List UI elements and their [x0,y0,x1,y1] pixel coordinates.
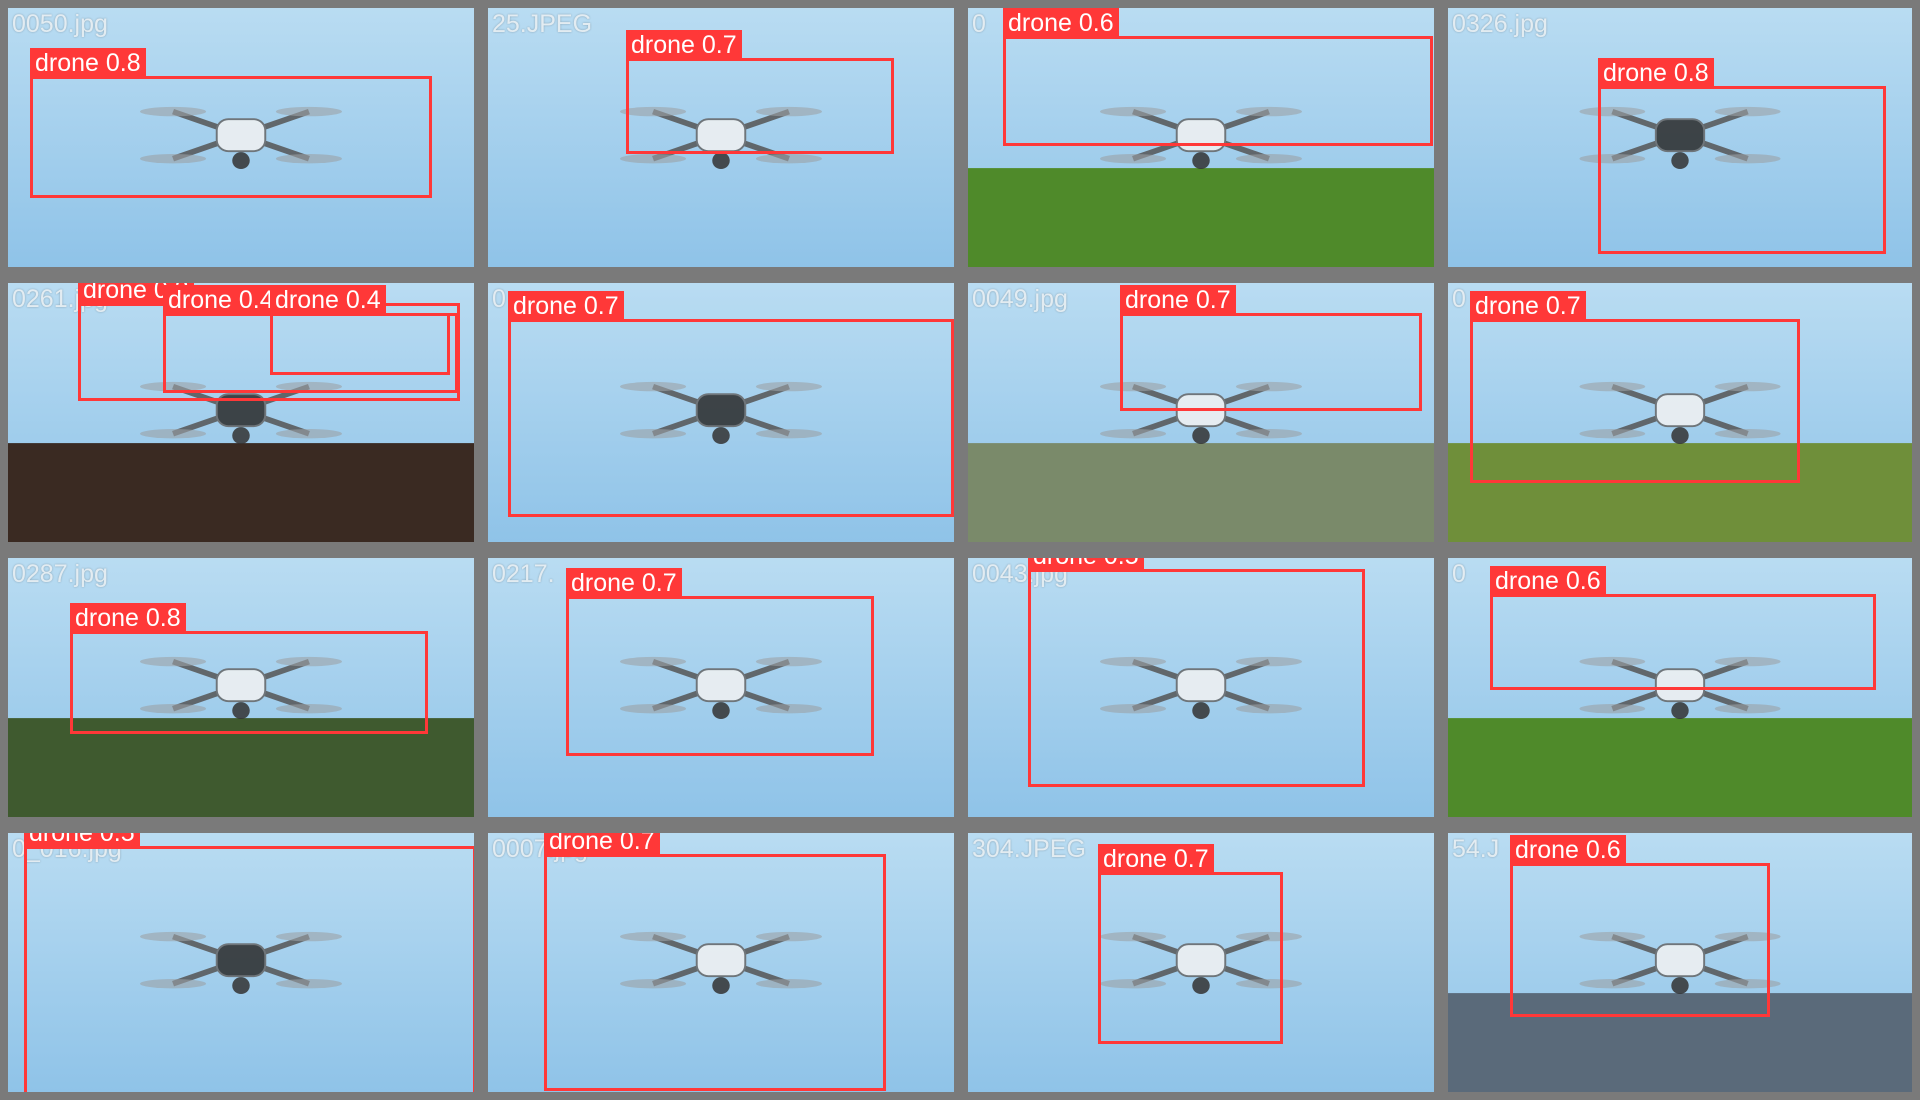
detection-box: drone 0.7 [1098,844,1283,1044]
image-tile[interactable]: 0217. drone 0.7 [480,550,962,825]
filename-label: 25.JPEG [492,10,593,38]
drone-photo [1448,283,1912,542]
image-tile[interactable]: 0050.jpg drone 0.8 [0,0,482,275]
image-tile[interactable]: 0 drone 0.6 [960,0,1442,275]
detection-box: drone 0.7 [566,568,874,756]
drone-photo [968,8,1434,267]
detection-label: drone 0.8 [1598,58,1714,88]
detection-label: drone 0.6 [1510,835,1626,865]
drone-photo [968,283,1434,542]
detection-box: drone 0.6 [1510,835,1770,1017]
image-tile[interactable]: 0 drone 0.7 [480,275,962,550]
image-tile[interactable]: 54.J drone 0.6 [1440,825,1920,1100]
image-tile[interactable]: 0287.jpg drone 0.8 [0,550,482,825]
drone-photo [1448,8,1912,267]
detection-label: drone 0.4 [163,285,279,315]
drone-photo [488,283,954,542]
image-tile[interactable]: 0049.jpg drone 0.7 [960,275,1442,550]
drone-photo [8,833,474,1092]
detection-box: drone 0.8 [30,48,432,198]
detection-box: drone 0.7 [1470,291,1800,483]
filename-label: 0326.jpg [1452,10,1548,38]
filename-label: 0049.jpg [972,285,1068,313]
detection-box: drone 0.4 [270,285,450,375]
image-tile[interactable]: 0 drone 0.7 [1440,275,1920,550]
detection-box: drone 0.6 [1490,566,1876,690]
image-tile[interactable]: 25.JPEG drone 0.7 [480,0,962,275]
detection-label: drone 0.4 [270,285,386,315]
image-tile[interactable]: 0_016.jpg drone 0.5 [0,825,482,1100]
image-tile[interactable]: 0261.jpg drone 0.3 drone 0.4 drone 0.4 [0,275,482,550]
detection-label: drone 0.5 [24,833,140,848]
detection-label: drone 0.7 [1120,285,1236,315]
detection-box: drone 0.8 [70,603,428,734]
detection-box: drone 0.7 [1120,285,1422,411]
image-tile[interactable]: 0007.jpg drone 0.7 [480,825,962,1100]
drone-photo [968,558,1434,817]
drone-photo [1448,833,1912,1092]
detection-label: drone 0.6 [1003,8,1119,38]
detection-label: drone 0.8 [70,603,186,633]
drone-photo [8,283,474,542]
filename-label: 0 [1452,560,1466,588]
detection-box: drone 0.5 [24,833,474,1092]
filename-label: 0217. [492,560,555,588]
detection-label: drone 0.7 [508,291,624,321]
image-tile[interactable]: 0 drone 0.6 [1440,550,1920,825]
detection-box: drone 0.6 [1003,8,1433,146]
filename-label: 0 [492,285,506,313]
image-tile[interactable]: 304.JPEG drone 0.7 [960,825,1442,1100]
detection-label: drone 0.7 [626,30,742,60]
detection-box: drone 0.7 [626,30,894,154]
detection-box: drone 0.7 [508,291,954,517]
detection-label: drone 0.5 [1028,558,1144,571]
detection-label: drone 0.7 [1098,844,1214,874]
image-tile[interactable]: 0326.jpg drone 0.8 [1440,0,1920,275]
detection-label: drone 0.7 [566,568,682,598]
detection-box: drone 0.8 [1598,58,1886,254]
drone-photo [968,833,1434,1092]
filename-label: 0287.jpg [12,560,108,588]
filename-label: 54.J [1452,835,1500,863]
filename-label: 0 [1452,285,1466,313]
filename-label: 304.JPEG [972,835,1086,863]
filename-label: 0 [972,10,986,38]
detection-label: drone 0.8 [30,48,146,78]
drone-photo [8,558,474,817]
detection-label: drone 0.7 [1470,291,1586,321]
drone-photo [488,833,954,1092]
filename-label: 0050.jpg [12,10,108,38]
detection-label: drone 0.6 [1490,566,1606,596]
detection-label: drone 0.7 [544,833,660,856]
drone-photo [488,558,954,817]
detection-box: drone 0.5 [1028,558,1365,787]
image-tile[interactable]: 0043.jpg drone 0.5 [960,550,1442,825]
detection-box: drone 0.7 [544,833,886,1091]
